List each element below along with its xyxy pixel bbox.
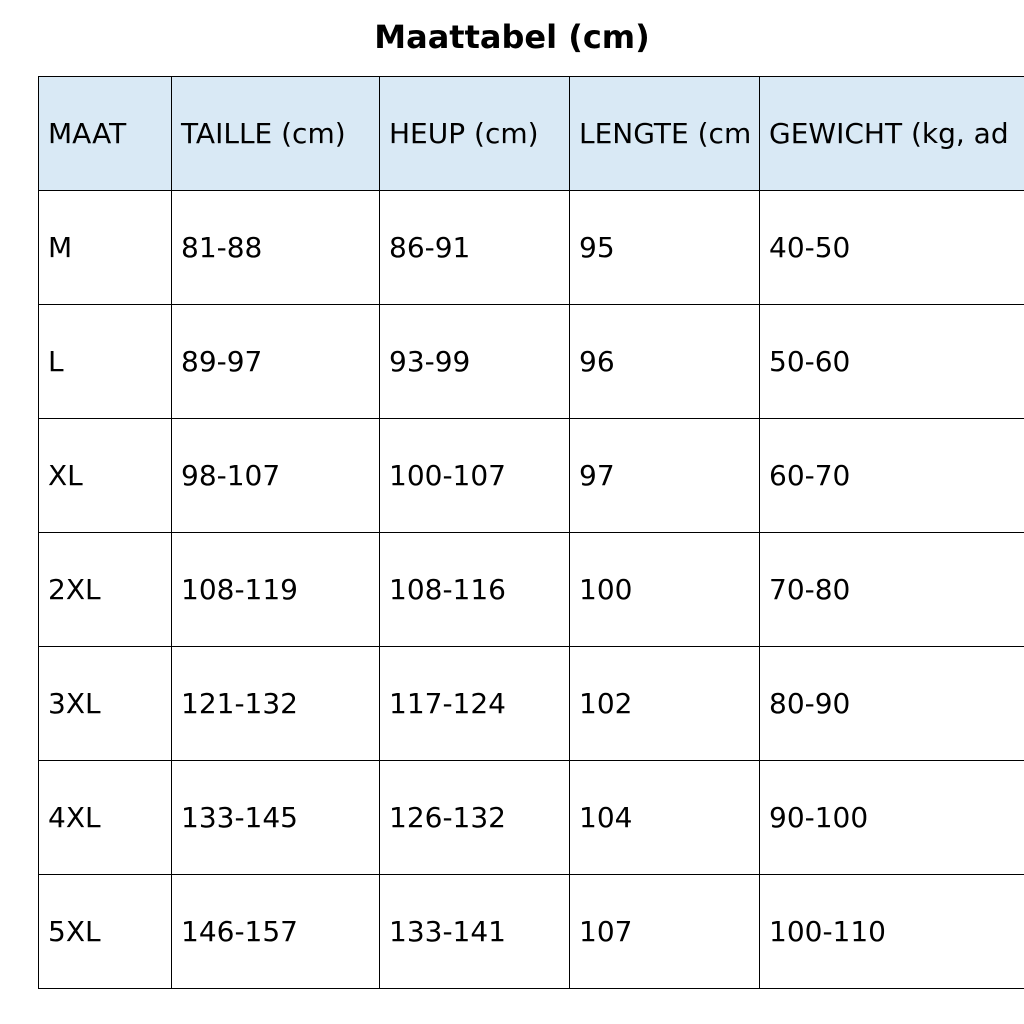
table-cell: 90-100 [759, 760, 1024, 875]
table-cell: 98-107 [171, 418, 380, 533]
table-cell: 108-116 [379, 532, 570, 647]
header-cell: MAAT [38, 76, 172, 191]
table-cell: 133-141 [379, 874, 570, 989]
table-cell: 133-145 [171, 760, 380, 875]
table-cell: 104 [569, 760, 760, 875]
table-cell: 100-107 [379, 418, 570, 533]
table-cell: 80-90 [759, 646, 1024, 761]
table-cell: 50-60 [759, 304, 1024, 419]
table-cell: 40-50 [759, 190, 1024, 305]
table-cell: 96 [569, 304, 760, 419]
table-cell: 102 [569, 646, 760, 761]
header-cell: HEUP (cm) [379, 76, 570, 191]
table-cell: 70-80 [759, 532, 1024, 647]
table-cell: 121-132 [171, 646, 380, 761]
header-cell: GEWICHT (kg, ad [759, 76, 1024, 191]
table-cell: 93-99 [379, 304, 570, 419]
table-cell: 2XL [38, 532, 172, 647]
table-cell: 117-124 [379, 646, 570, 761]
table-cell: 146-157 [171, 874, 380, 989]
table-cell: 126-132 [379, 760, 570, 875]
table-cell: 86-91 [379, 190, 570, 305]
table-cell: 89-97 [171, 304, 380, 419]
table-cell: 4XL [38, 760, 172, 875]
table-cell: L [38, 304, 172, 419]
table-title: Maattabel (cm) [374, 18, 650, 56]
table-cell: 95 [569, 190, 760, 305]
table-cell: XL [38, 418, 172, 533]
table-cell: 100 [569, 532, 760, 647]
header-cell: TAILLE (cm) [171, 76, 380, 191]
table-cell: 81-88 [171, 190, 380, 305]
table-cell: 108-119 [171, 532, 380, 647]
table-cell: 97 [569, 418, 760, 533]
table-cell: 100-110 [759, 874, 1024, 989]
table-cell: 60-70 [759, 418, 1024, 533]
header-cell: LENGTE (cm [569, 76, 760, 191]
table-cell: 5XL [38, 874, 172, 989]
table-cell: M [38, 190, 172, 305]
table-cell: 3XL [38, 646, 172, 761]
table-cell: 107 [569, 874, 760, 989]
